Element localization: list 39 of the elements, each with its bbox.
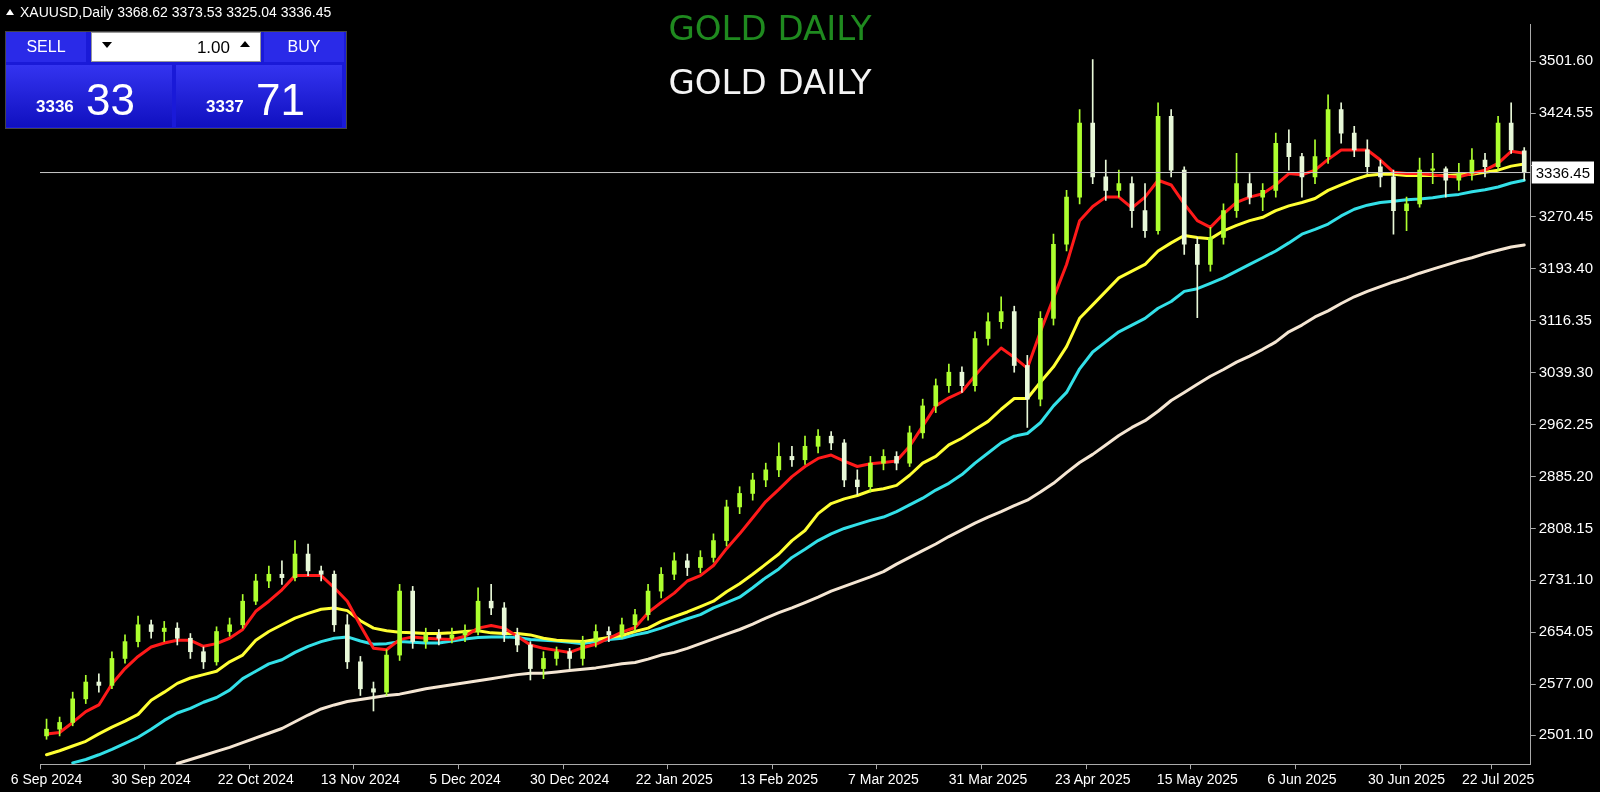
x-tick-label: 31 Mar 2025 <box>948 771 1028 788</box>
x-tick-label: 5 Dec 2024 <box>429 771 502 788</box>
y-tick-label: 2577.00 <box>1538 674 1594 692</box>
y-tick-label: 2962.25 <box>1538 414 1594 432</box>
y-tick-label: 3270.45 <box>1538 207 1594 225</box>
annotation: 33 <box>86 75 135 125</box>
annotation: GOLD DAILY <box>667 8 873 48</box>
annotation: SELL <box>6 32 86 62</box>
x-tick-label: 6 Jun 2025 <box>1267 771 1337 788</box>
y-tick-label: 3116.35 <box>1538 310 1592 328</box>
x-tick-label: 6 Sep 2024 <box>10 771 83 788</box>
x-tick-label: 13 Feb 2025 <box>739 771 819 788</box>
annotation: 1.00 <box>196 38 230 58</box>
x-tick-label: 22 Jul 2025 <box>1461 771 1535 788</box>
y-tick-label: 3193.40 <box>1538 259 1594 277</box>
annotation: 3337 <box>206 97 244 117</box>
x-tick-label: 30 Sep 2024 <box>111 771 192 788</box>
annotation: BUY <box>264 32 344 62</box>
x-tick-label: 30 Jun 2025 <box>1368 771 1446 788</box>
y-tick-label: 2501.10 <box>1538 725 1594 743</box>
x-tick-label: 22 Oct 2024 <box>217 771 295 788</box>
chart-title: XAUUSD,Daily 3368.62 3373.53 3325.04 3336.45 <box>20 4 332 20</box>
x-tick-label: 7 Mar 2025 <box>848 771 920 788</box>
y-tick-label: 2885.20 <box>1538 466 1594 484</box>
x-tick-label: 23 Apr 2025 <box>1054 771 1131 788</box>
x-tick-label: 30 Dec 2024 <box>529 771 610 788</box>
y-tick-label: 3424.55 <box>1538 103 1594 121</box>
x-tick-label: 13 Nov 2024 <box>320 771 401 788</box>
annotation: 3336 <box>36 97 74 117</box>
y-tick-label: 3501.60 <box>1538 51 1594 69</box>
y-tick-label: 2654.05 <box>1538 622 1594 640</box>
x-tick-label: 15 May 2025 <box>1156 771 1238 788</box>
annotation: GOLD DAILY <box>667 62 873 102</box>
y-tick-label: 3039.30 <box>1538 362 1594 380</box>
annotation: 71 <box>256 75 305 125</box>
ref-line-label: 3336.45 <box>1535 163 1591 181</box>
y-tick-label: 2808.15 <box>1538 518 1594 536</box>
x-tick-label: 22 Jan 2025 <box>635 771 713 788</box>
y-tick-label: 2731.10 <box>1538 570 1594 588</box>
